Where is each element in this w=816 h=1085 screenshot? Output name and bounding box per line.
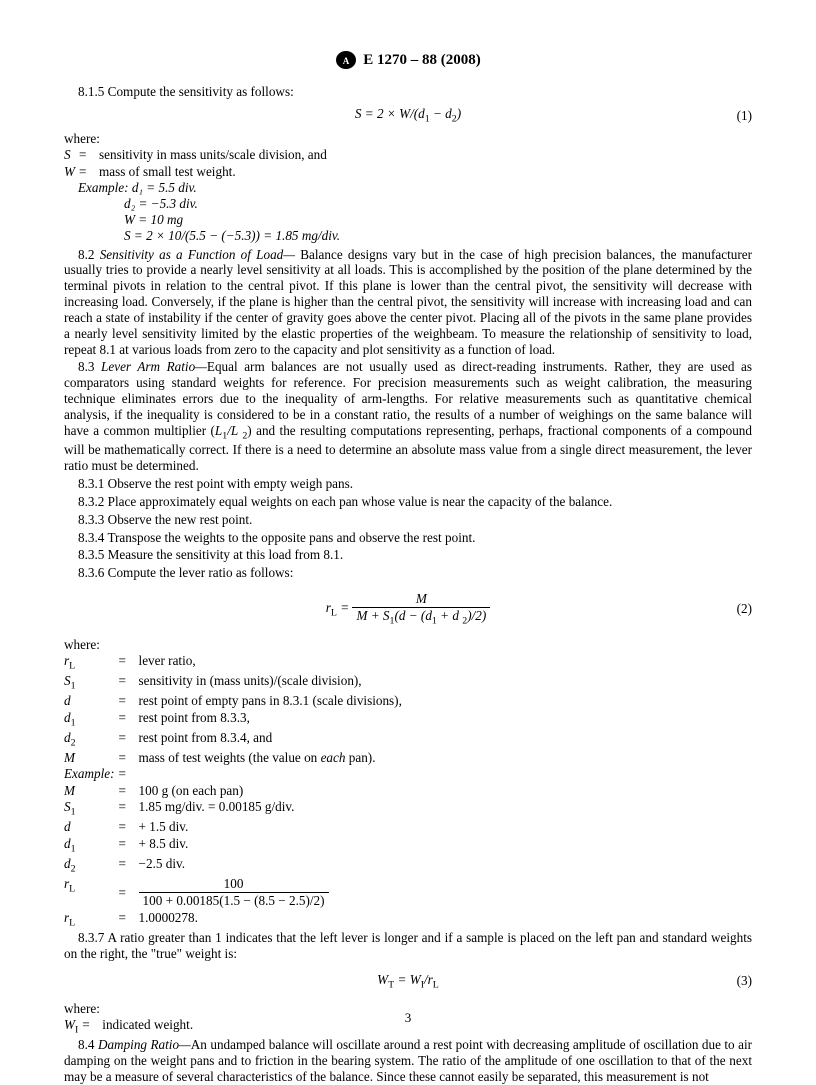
equation-2: rL = M M + S1(d − (d1 + d 2)/2) (2) <box>64 591 752 627</box>
num-8-4: 8.4 <box>78 1037 94 1052</box>
def-eq: = <box>79 147 99 164</box>
eq2-number: (2) <box>737 601 752 617</box>
equation-3: WT = WI/rL (3) <box>64 972 752 992</box>
eq2-fraction: M M + S1(d − (d1 + d 2)/2) <box>352 591 490 627</box>
ex-result-row: rL = 1.0000278. <box>64 910 406 930</box>
example1-line2: W = 10 mg <box>124 212 752 228</box>
where1-table: S = sensitivity in mass units/scale divi… <box>64 147 331 180</box>
para-8-3-5: 8.3.5 Measure the sensitivity at this lo… <box>64 547 752 563</box>
para-8-3-3: 8.3.3 Observe the new rest point. <box>64 512 752 528</box>
para-8-3-2: 8.3.2 Place approximately equal weights … <box>64 494 752 510</box>
body-8-2: Balance designs vary but in the case of … <box>64 247 752 357</box>
equation-1: S = 2 × W/(d1 − d2) (1) <box>64 106 752 126</box>
num-8-2: 8.2 <box>78 247 94 262</box>
def-row: S1=sensitivity in (mass units)/(scale di… <box>64 673 406 693</box>
where2-table: rL=lever ratio, S1=sensitivity in (mass … <box>64 653 406 930</box>
astm-logo-icon: A <box>335 50 357 70</box>
para-8-3-7: 8.3.7 A ratio greater than 1 indicates t… <box>64 930 752 962</box>
eq3-body: WT = WI/rL <box>377 972 439 987</box>
def-row: S = sensitivity in mass units/scale divi… <box>64 147 331 164</box>
where-block-1: where: S = sensitivity in mass units/sca… <box>64 131 752 180</box>
para-8-3-4: 8.3.4 Transpose the weights to the oppos… <box>64 530 752 546</box>
page-container: A E 1270 – 88 (2008) 8.1.5 Compute the s… <box>0 0 816 1056</box>
num-8-3: 8.3 <box>78 359 94 374</box>
svg-text:A: A <box>343 56 350 66</box>
def-row: d=rest point of empty pans in 8.3.1 (sca… <box>64 693 406 710</box>
where-block-2: where: rL=lever ratio, S1=sensitivity in… <box>64 637 752 929</box>
def-row: d2=rest point from 8.3.4, and <box>64 730 406 750</box>
title-8-3: Lever Arm Ratio— <box>101 359 207 374</box>
para-8-3: 8.3 Lever Arm Ratio—Equal arm balances a… <box>64 359 752 474</box>
para-8-3-1: 8.3.1 Observe the rest point with empty … <box>64 476 752 492</box>
designation-text: E 1270 – 88 (2008) <box>363 51 481 69</box>
def-sym: W <box>64 164 79 181</box>
page-header: A E 1270 – 88 (2008) <box>64 50 752 70</box>
def-eq: = <box>79 164 99 181</box>
def-row: d1=rest point from 8.3.3, <box>64 710 406 730</box>
para-8-2: 8.2 Sensitivity as a Function of Load— B… <box>64 247 752 358</box>
def-text: mass of small test weight. <box>99 164 331 181</box>
title-8-4: Damping Ratio— <box>98 1037 191 1052</box>
ex-frac-row: rL = 100 100 + 0.00185(1.5 − (8.5 − 2.5)… <box>64 876 406 910</box>
num-8-1-5: 8.1.5 <box>78 84 104 99</box>
ex-row: S1=1.85 mg/div. = 0.00185 g/div. <box>64 799 406 819</box>
example1-label: Example: <box>78 180 129 195</box>
para-8-4: 8.4 Damping Ratio—An undamped balance wi… <box>64 1037 752 1085</box>
example1-line1: d₂ = −5.3 div. <box>124 196 752 212</box>
where2-label: where: <box>64 637 752 653</box>
example2-label-row: Example:= <box>64 766 406 783</box>
ex-row: d2=−2.5 div. <box>64 856 406 876</box>
example-1: Example: d₁ = 5.5 div. <box>78 180 752 196</box>
ex2-fraction: 100 100 + 0.00185(1.5 − (8.5 − 2.5)/2) <box>139 876 329 910</box>
ex-row: M=100 g (on each pan) <box>64 783 406 800</box>
eq1-body: S = 2 × W/(d1 − d2) <box>355 106 461 121</box>
para-8-3-6: 8.3.6 Compute the lever ratio as follows… <box>64 565 752 581</box>
eq2-lhs: rL = <box>326 600 353 615</box>
title-8-2: Sensitivity as a Function of Load— <box>100 247 295 262</box>
eq1-number: (1) <box>737 108 752 124</box>
def-row: W = mass of small test weight. <box>64 164 331 181</box>
def-sym: S <box>64 147 79 164</box>
ex-row: d1= + 8.5 div. <box>64 836 406 856</box>
def-row: rL=lever ratio, <box>64 653 406 673</box>
example1-line0: d₁ = 5.5 div. <box>132 180 197 195</box>
eq3-number: (3) <box>737 973 752 989</box>
example1-line3: S = 2 × 10/(5.5 − (−5.3)) = 1.85 mg/div. <box>124 228 752 244</box>
para-8-1-5: 8.1.5 Compute the sensitivity as follows… <box>64 84 752 100</box>
where1-label: where: <box>64 131 752 147</box>
def-row: M=mass of test weights (the value on eac… <box>64 750 406 767</box>
page-number: 3 <box>0 1010 816 1026</box>
ex-row: d= + 1.5 div. <box>64 819 406 836</box>
eq2-den: M + S1(d − (d1 + d 2)/2) <box>352 608 490 628</box>
text-8-1-5: Compute the sensitivity as follows: <box>108 84 294 99</box>
def-text: sensitivity in mass units/scale division… <box>99 147 331 164</box>
